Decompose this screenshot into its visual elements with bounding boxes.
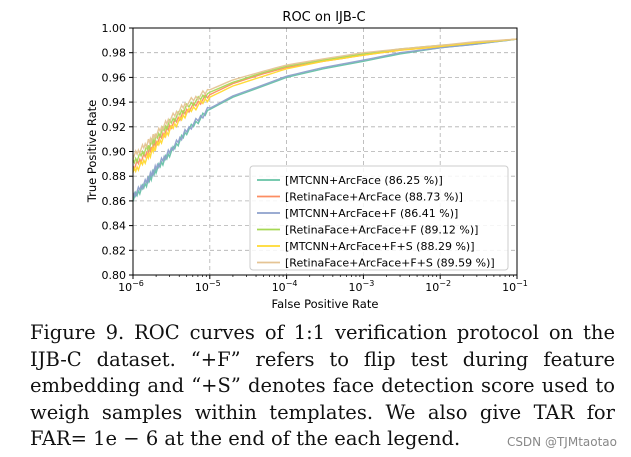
x-axis-ticks: 10−6 10−5 10−4 10−3 10−2 10−1 bbox=[118, 275, 528, 294]
chart-title: ROC on IJB-C bbox=[282, 10, 365, 25]
series-line bbox=[132, 38, 518, 202]
y-axis-ticks: 0.80 0.82 0.84 0.86 0.88 0.90 0.92 0.94 0.96 0.98… bbox=[102, 22, 133, 282]
x-tick-label: 10−6 bbox=[118, 279, 144, 294]
legend: [MTCNN+ArcFace (86.25 %)] [RetinaFace+Arc… bbox=[249, 165, 509, 271]
y-tick-label: 0.96 bbox=[102, 71, 127, 84]
watermark: CSDN @TJMtaotao bbox=[506, 435, 617, 449]
y-tick-label: 0.98 bbox=[102, 47, 127, 60]
y-tick-label: 0.82 bbox=[102, 244, 127, 257]
y-tick-label: 0.86 bbox=[102, 195, 127, 208]
y-tick-label: 0.94 bbox=[102, 96, 127, 109]
legend-label: [RetinaFace+ArcFace (88.73 %)] bbox=[285, 191, 463, 204]
y-tick-label: 0.84 bbox=[102, 220, 127, 233]
y-tick-label: 0.88 bbox=[102, 170, 127, 183]
x-axis-label: False Positive Rate bbox=[272, 297, 379, 311]
y-tick-label: 0.90 bbox=[102, 146, 127, 159]
x-tick-label: 10−1 bbox=[502, 279, 528, 294]
legend-label: [MTCNN+ArcFace (86.25 %)] bbox=[285, 174, 443, 187]
series-line bbox=[132, 38, 518, 199]
series-line bbox=[132, 38, 518, 174]
figure-caption: Figure 9. ROC curves of 1:1 verification… bbox=[30, 321, 615, 450]
x-tick-label: 10−3 bbox=[349, 279, 375, 294]
series-lines bbox=[132, 38, 518, 202]
y-axis-label: True Positive Rate bbox=[85, 100, 99, 203]
series-line bbox=[132, 38, 518, 165]
legend-label: [RetinaFace+ArcFace+F (89.12 %)] bbox=[285, 224, 478, 237]
y-tick-label: 1.00 bbox=[102, 22, 127, 35]
legend-label: [RetinaFace+ArcFace+F+S (89.59 %)] bbox=[285, 257, 495, 270]
series-line bbox=[132, 38, 518, 160]
legend-label: [MTCNN+ArcFace+F (86.41 %)] bbox=[285, 207, 458, 220]
legend-frame bbox=[249, 165, 509, 271]
x-tick-label: 10−5 bbox=[195, 279, 221, 294]
x-tick-label: 10−2 bbox=[425, 279, 451, 294]
x-tick-label: 10−4 bbox=[272, 279, 298, 294]
roc-chart: ROC on IJB-C 0.80 0.82 0.84 0.86 0.88 0.90 0.9… bbox=[85, 10, 528, 311]
legend-label: [MTCNN+ArcFace+F+S (88.29 %)] bbox=[285, 240, 475, 253]
y-tick-label: 0.80 bbox=[102, 269, 127, 282]
y-tick-label: 0.92 bbox=[102, 121, 127, 134]
